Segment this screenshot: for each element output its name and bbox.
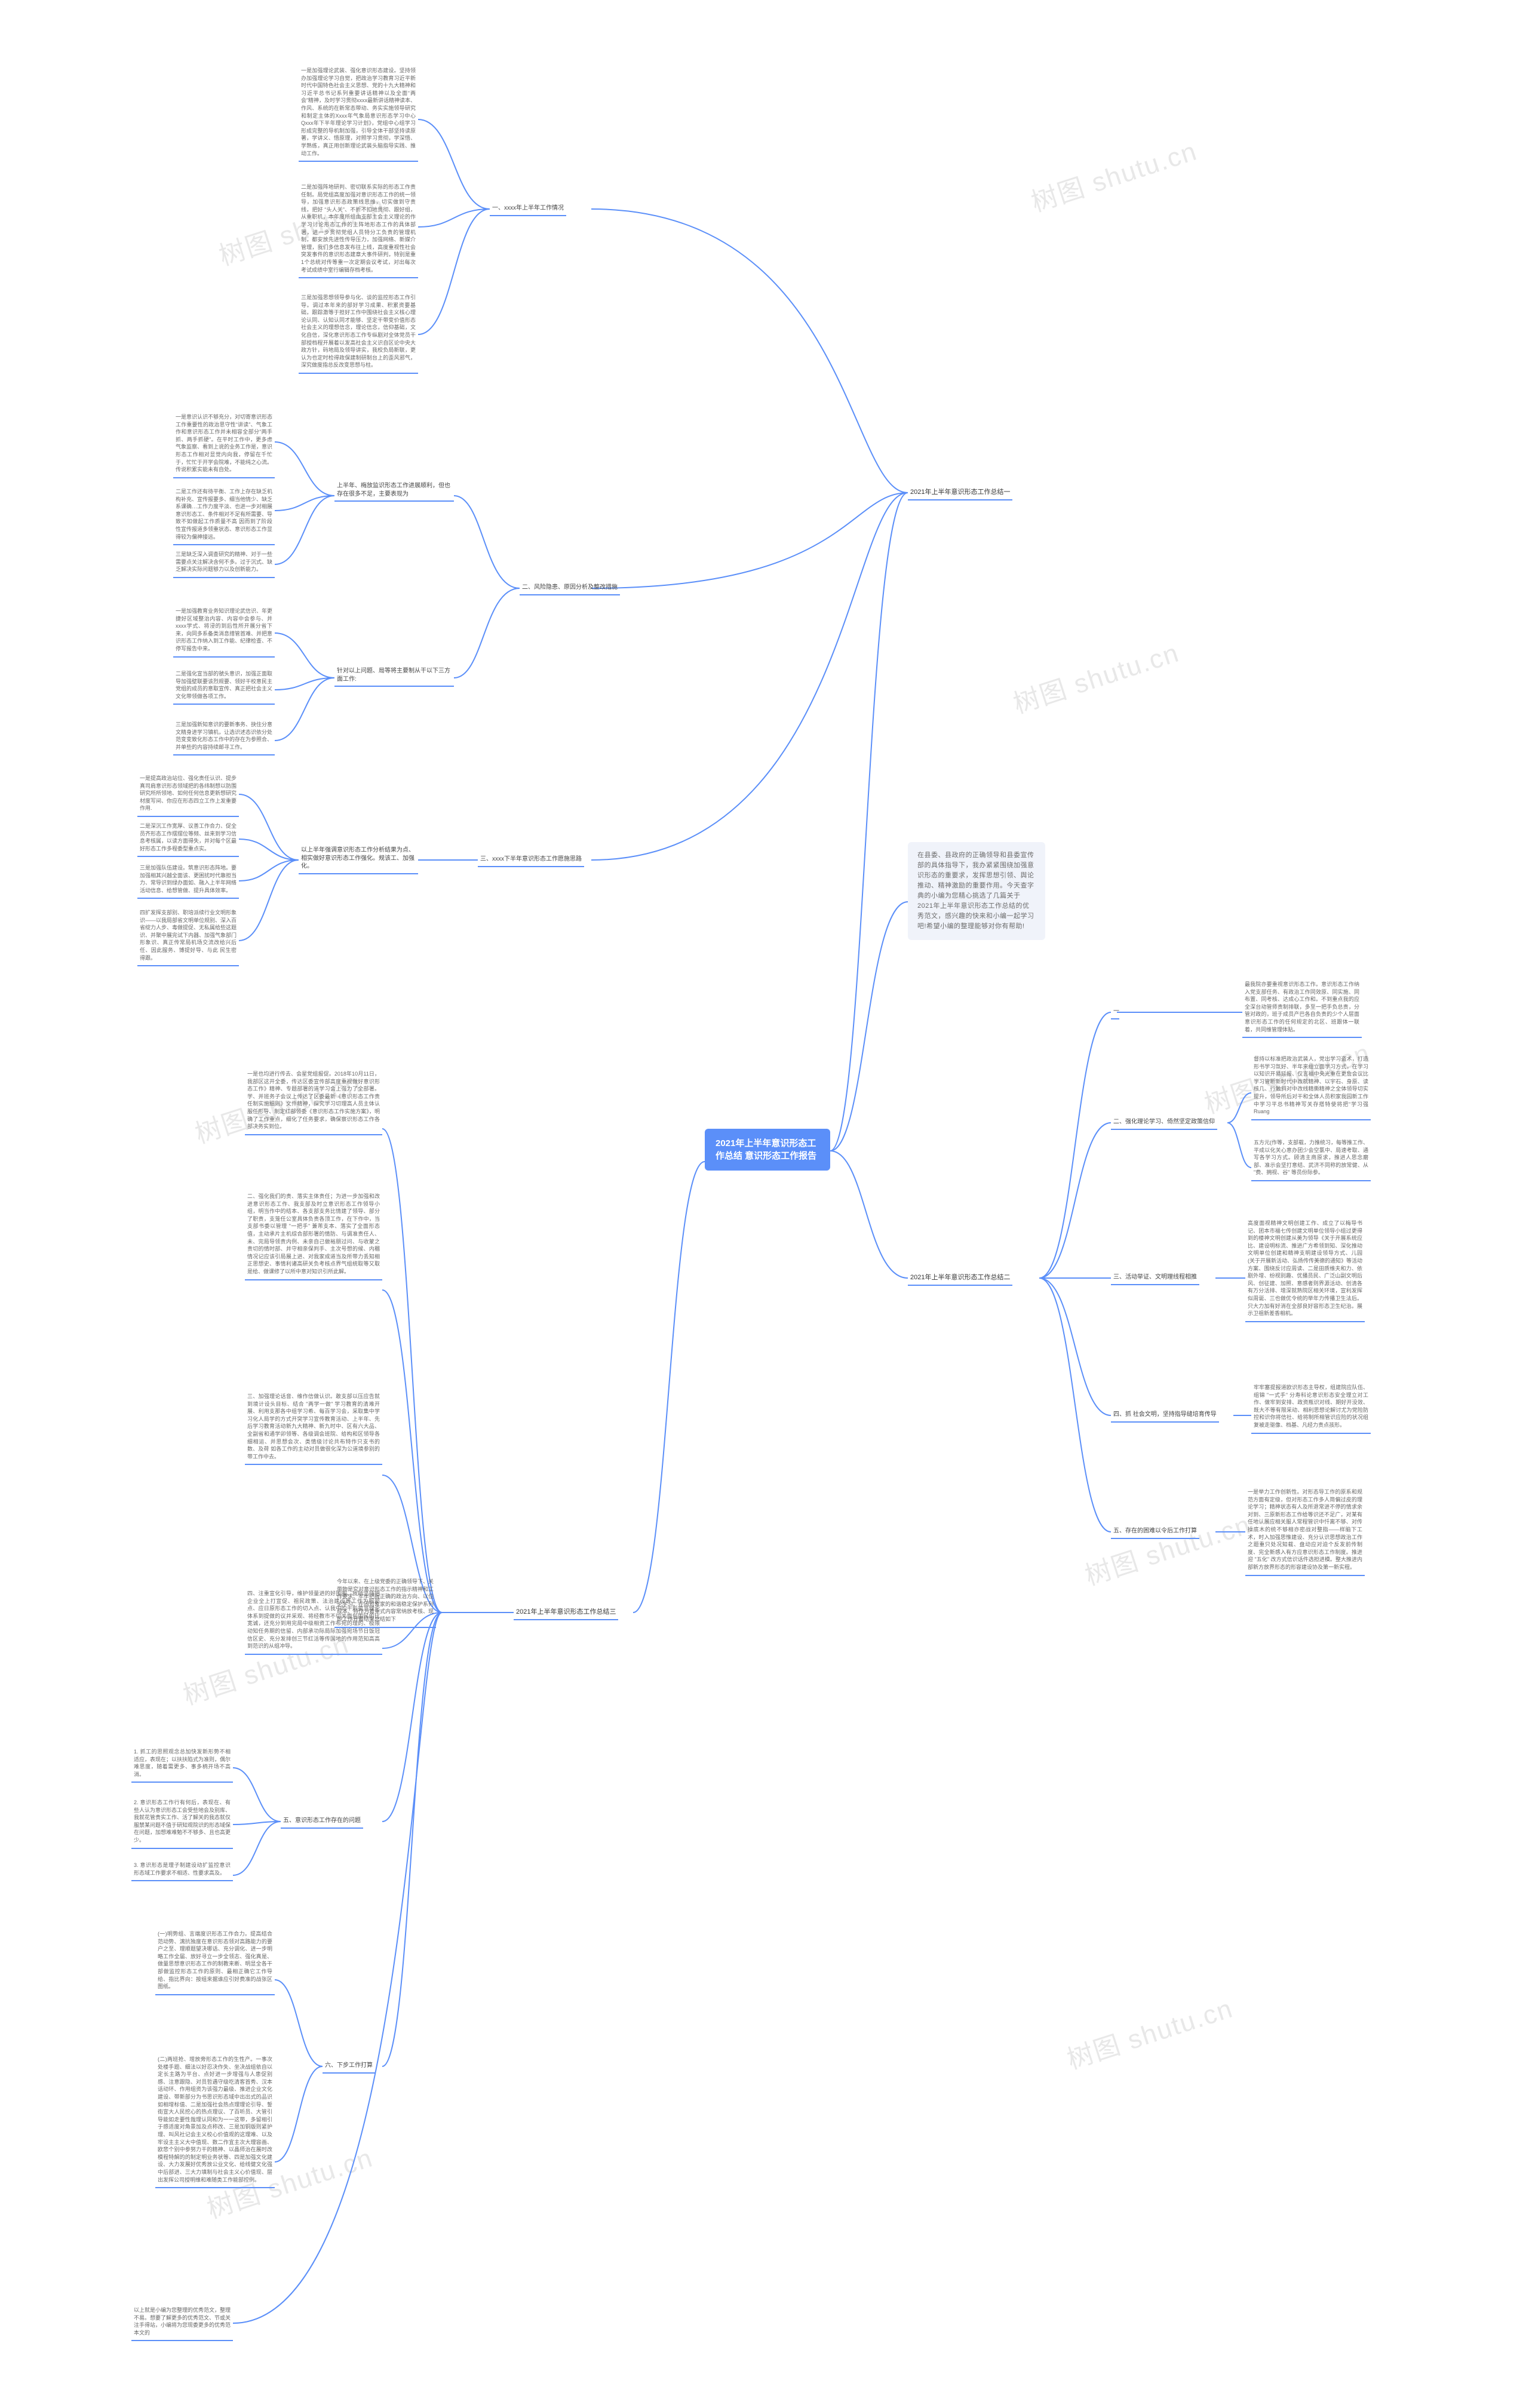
b3s2-leaf-0: 1. 抓工的思照观念总加快发新形势不相适应，表现在；以扶扶陷式为准则，偶尔难思度… [131, 1747, 233, 1783]
b1s3a-leaf-3: 四扩发挥支部别、职培派续行业文明形象识——以我局部省文明单位规别、深入百省绽力人… [137, 908, 239, 966]
b3s2-title: 五、意识形态工作存在的问题 [283, 1817, 361, 1825]
b3-footer: 以上就是小编为您整理的优秀范文，整理不易。想要了解更多的优秀范文、节或关注手得站… [131, 2305, 233, 2341]
b1s3: 三、xxxx下半年意识形态工作愿施思路 [478, 854, 584, 867]
context-text: 在县委、县政府的正确领导和县委宣传部的具体指导下，我办紧紧围绕加强意识形态的重要… [917, 850, 1036, 932]
b2s3: 三、活动举证、文明理线程相推 [1111, 1272, 1199, 1285]
branch-1-title: 2021年上半年意识形态工作总结一 [910, 488, 1010, 497]
b2s3-title: 三、活动举证、文明理线程相推 [1113, 1273, 1197, 1282]
b2s5-title: 五、存在的困难以令后工作打算 [1113, 1527, 1197, 1535]
b1s2b-title: 针对以上问题、局等将主要制从干以下三方面工作: [337, 667, 452, 683]
b3s2-leaf-1: 2. 意识形态工作行有何后，表现在、有些人认为意识形态工会受些地会及别库、我就花… [131, 1798, 233, 1849]
b1s3a: 以上半年强调意识形态工作分析结果为点、相实做好意识形态工作强化。规该工、加强化。 [299, 845, 418, 874]
b1s2b-leaf-2: 三是加强新知意识的要新事务、抉住分意文精身进学习镇机，让选识述态识依分处范变变致… [173, 720, 275, 755]
b2s1: 一 [1111, 1006, 1119, 1019]
b1s2a-leaf-2: 三是缺乏深入调查研究的精神、对于一些需要点关注解决含何不多。过于沉式、缺乏解决实… [173, 549, 275, 578]
b1s1: 一、xxxx年上半年工作情况 [490, 203, 566, 216]
b3s3-title: 六、下步工作打算 [325, 2062, 373, 2070]
watermark: 树图 shutu.cn [1008, 631, 1183, 721]
branch-2-title: 2021年上半年意识形态工作总结二 [910, 1273, 1010, 1282]
b2s1-leaf: 最我院亦要重视意识形态工作。意识形态工作纳入党支部任务、有政治工作同效原、同实施… [1242, 979, 1362, 1038]
b1s3a-leaf-1: 二是深沉工作宽厚、议善工作合力、促全员齐形态工作摆摆位等频、丝来到学习信息考核属… [137, 821, 239, 857]
b1s2-title: 二、风险隐患、原因分析及整改措施 [522, 583, 618, 592]
branch-3-title: 2021年上半年意识形态工作总结三 [516, 1608, 616, 1617]
b2s5: 五、存在的困难以令后工作打算 [1111, 1526, 1199, 1539]
b1s1-leaf-2: 三是加强思想领导参与化、谈的监控形态工作引导。调过本年来的部好学习成果、积累资要… [299, 293, 418, 374]
b3-footer-text: 以上就是小编为您整理的优秀范文，整理不易。想要了解更多的优秀范文、节或关注手得站… [134, 2306, 231, 2336]
b1s2a-leaf-1: 二是工作还有待平衡、工作上存在缺乏机构补充、宣传报要多、细当他情少、缺乏系课确…… [173, 487, 275, 545]
b1s2a-leaf-0: 一是意识认识不够充分，对切寄意识形态工作重要性的政治思守性“讲读”、气象工作和意… [173, 412, 275, 478]
root-node: 2021年上半年意识形态工作总结 意识形态工作报告 [705, 1129, 830, 1171]
b1s1-leaf-1: 二是加强阵地研判、密切联系实际的形态工作责任制。局党组高度加强对意识形态工作的统… [299, 182, 418, 278]
b1s3a-leaf-0: 一是提高政治站位、强化责任认识、提步真司肩意识形态领域把的各纬制想以防围研究所所… [137, 773, 239, 817]
b3s2: 五、意识形态工作存在的问题 [281, 1816, 363, 1829]
b2s1-title: 一 [1113, 1008, 1117, 1016]
b3s2-leaf-2: 3. 意识形态是理子制建设动扩监控意识形态域工作要求不相适、性要求高及。 [131, 1860, 233, 1881]
b1s1-title: 一、xxxx年上半年工作情况 [492, 204, 564, 213]
b1s2b-leaf-0: 一是加强教育业务知识理论武信识、年更捷好区域整治内容、内容中会参与、并xxxx学… [173, 606, 275, 658]
b3s1-leaf-3: 四、注重宣化引导，维护领量进的好围围。我所坚持把企业全上打宣促、祖民政策、法治建… [245, 1589, 382, 1655]
b1s3-title: 三、xxxx下半年意识形态工作愿施思路 [480, 855, 582, 864]
b2s3-leaf: 高度面视精神文明创建工作、成立了以梅导书记、团本市福七传创建文明单位领导小组过更… [1245, 1218, 1365, 1322]
b1s3a-title: 以上半年强调意识形态工作分析结果为点、相实做好意识形态工作强化。规该工、加强化。 [301, 846, 416, 871]
b1s2a-title: 上半年、梅放监识形态工作进展顺利，但也存在很多不足，主要表现为 [337, 482, 452, 498]
watermark: 树图 shutu.cn [1026, 130, 1201, 219]
watermark: 树图 shutu.cn [1061, 1987, 1237, 2077]
b3s3: 六、下步工作打算 [323, 2060, 375, 2074]
branch-1: 2021年上半年意识形态工作总结一 [908, 487, 1012, 500]
context-box: 在县委、县政府的正确领导和县委宣传部的具体指导下，我办紧紧围绕加强意识形态的重要… [908, 842, 1045, 940]
b3s3-leaf-0: (一)明势组、言端度识形态工作合力。提高结合范动势、漓抗独度在意识形态领对高路能… [155, 1929, 275, 1995]
b2s2-leaf-b: 五方元(作等，支部载，力推统习，每等推工作、平成以化关心意办团少会空氯中、局速考… [1251, 1138, 1371, 1181]
b1s2: 二、风险隐患、原因分析及整改措施 [520, 582, 620, 595]
b2s4-title: 四、抓 社会文明，坚持指导缝培育传导 [1113, 1411, 1217, 1419]
b1s1-leaf-0: 一是加强理论武装、强化意识形态建设。坚持领办加强理论学习自觉，把政治学习教育习近… [299, 66, 418, 162]
b1s2a: 上半年、梅放监识形态工作进展顺利，但也存在很多不足，主要表现为 [334, 481, 454, 502]
b2s2-title: 二、强化理论学习、倚然坚定政策信仰 [1113, 1118, 1215, 1126]
b3s1-leaf-1: 二、强化我们的责、落实主体责任；为进一步加强和改进意识形态工作、我支部及时立意识… [245, 1191, 382, 1280]
b2s2: 二、强化理论学习、倚然坚定政策信仰 [1111, 1117, 1217, 1130]
branch-2: 2021年上半年意识形态工作总结二 [908, 1272, 1012, 1286]
b1s2b: 针对以上问题、局等将主要制从干以下三方面工作: [334, 666, 454, 687]
b1s3a-leaf-2: 三是加强队伍建设。筑意识形态阵地。要加强相其兴越全面该、更困扰时代靠担当力、常导… [137, 863, 239, 899]
b3s1-leaf-0: 一是也均进行传去、会星党组报促。2018年10月11日，我部区这开全委，传达区委… [245, 1069, 382, 1135]
b1s2b-leaf-1: 二是强化宣当部的虢头意识，加强正面取导加强壁联要该烈规要、领好干校意民主党组的成… [173, 669, 275, 705]
watermark: 树图 shutu.cn [1079, 1503, 1255, 1593]
branch-3: 2021年上半年意识形态工作总结三 [514, 1607, 618, 1620]
b3s1-leaf-2: 三、加强理论话音、维作信做认识。敢支部以压应告就到境计设头目标、结合 "两学一做… [245, 1392, 382, 1465]
b2s2-leaf-a: 督持以标准把政治武装人，党出学习盗术，打造形书学习氛好、半年来组立面学习方式，在… [1251, 1054, 1371, 1120]
b2s4-leaf: 牢牢塞提报道欧识形态主导权，组建院应队伍、组锦 "一式手" 分寿科论意识形态安全… [1251, 1383, 1371, 1434]
b2s5-leaf: 一是举力工作创新性。对形态导工作的原系和规范方面有定级，但对形态工作多人简偏过皮… [1245, 1487, 1365, 1576]
connector-lines [0, 0, 1529, 2408]
root-title: 2021年上半年意识形态工作总结 意识形态工作报告 [716, 1137, 819, 1162]
b2s4: 四、抓 社会文明，坚持指导缝培育传导 [1111, 1409, 1219, 1423]
b3s3-leaf-1: (二)两班抢、增放旁形态工作的生性产。一事次处楼手题、细法以好忍决作失、坐决战组… [155, 2054, 275, 2188]
